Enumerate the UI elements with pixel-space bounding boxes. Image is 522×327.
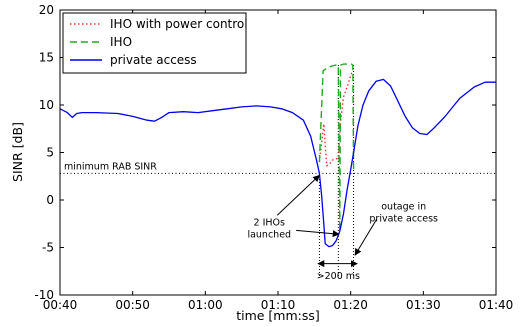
annotation-arrow [276,174,320,216]
y-tick-label: 20 [39,3,54,17]
y-tick-label: -5 [42,241,54,255]
vertical-markers [318,64,355,276]
y-axis: -10 -5 0 5 10 15 20 [34,3,496,302]
annotation-two-ihos: 2 IHOs launched [247,218,291,241]
series-layer [60,63,496,248]
y-tick-label: 0 [46,193,54,207]
x-tick-label: 00:50 [115,298,150,312]
series-line-iho [318,63,355,233]
x-tick-label: 00:40 [43,298,78,312]
legend-label: IHO with power control [110,17,248,31]
annotation-line: outage in [381,202,426,213]
legend-label: private access [110,53,197,67]
legend: IHO with power control IHO private access [62,12,248,74]
annotation-line: 2 IHOs [254,218,285,229]
annotation-line: private access [369,214,438,225]
y-tick-label: 15 [39,51,54,65]
y-tick-label: -10 [34,288,54,302]
annotation-line: >200 ms [317,271,360,282]
legend-label: IHO [110,35,132,49]
annotation-duration: >200 ms [317,271,360,282]
x-tick-label: 01:40 [479,298,514,312]
legend-box [62,12,247,74]
y-tick-label: 10 [39,98,54,112]
y-axis-label: SINR [dB] [10,122,25,182]
x-tick-label: 01:10 [261,298,296,312]
series-line-iho-with-power-control [318,70,355,167]
annotation-line: launched [247,230,291,241]
x-tick-label: 01:30 [406,298,441,312]
annotations: 2 IHOs launched outage in private access >20… [247,174,438,282]
x-axis: 00:40 00:50 01:00 01:10 01:20 01:30 01:40 [43,10,514,312]
annotation-arrow [354,218,378,256]
annotation-arrow [296,229,340,238]
y-tick-label: 5 [46,146,54,160]
series-line-private-access [60,78,496,248]
reference-line-label: minimum RAB SINR [64,161,157,172]
annotation-outage: outage in private access [369,202,438,225]
x-tick-label: 01:20 [333,298,368,312]
x-tick-label: 01:00 [188,298,223,312]
x-axis-label: time [mm:ss] [236,308,320,323]
